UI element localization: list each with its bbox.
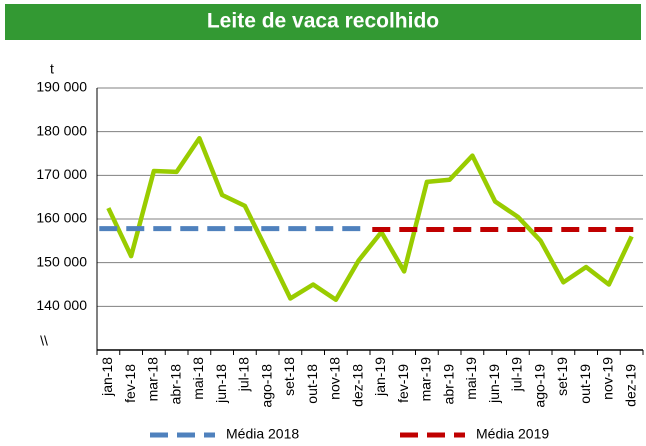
x-tick-label: abr-18 bbox=[167, 364, 183, 405]
x-tick-label: jan-18 bbox=[99, 357, 115, 397]
x-tick-label: mai-19 bbox=[463, 357, 479, 400]
legend-label: Média 2018 bbox=[226, 426, 299, 442]
x-tick-label: jun-18 bbox=[213, 364, 229, 404]
y-tick-label: 190 000 bbox=[36, 79, 87, 95]
y-axis-label: t bbox=[50, 61, 54, 77]
x-tick-label: mar-19 bbox=[418, 357, 434, 402]
x-tick-label: fev-19 bbox=[395, 364, 411, 403]
y-tick-label: 140 000 bbox=[36, 297, 87, 313]
y-tick-label: 180 000 bbox=[36, 122, 87, 138]
x-tick-label: jul-18 bbox=[236, 357, 252, 392]
axis-break: \\ bbox=[40, 333, 48, 349]
x-tick-label: ago-19 bbox=[531, 364, 547, 408]
x-tick-label: mai-18 bbox=[190, 357, 206, 400]
legend-label: Média 2019 bbox=[476, 426, 549, 442]
x-tick-label: jan-19 bbox=[372, 357, 388, 397]
x-tick-label: nov-19 bbox=[600, 357, 616, 400]
x-tick-label: set-18 bbox=[281, 357, 297, 396]
x-tick-label: mar-18 bbox=[145, 357, 161, 402]
title-bar bbox=[5, 4, 641, 40]
x-tick-label: out-18 bbox=[304, 364, 320, 404]
data-line bbox=[106, 135, 634, 303]
x-tick-label: ago-18 bbox=[258, 364, 274, 408]
y-tick-label: 160 000 bbox=[36, 210, 87, 226]
chart-title: Leite de vaca recolhido bbox=[207, 10, 439, 33]
x-tick-label: dez-19 bbox=[622, 364, 638, 407]
x-tick-label: set-19 bbox=[554, 357, 570, 396]
x-tick-label: nov-18 bbox=[327, 357, 343, 400]
x-tick-label: fev-18 bbox=[122, 364, 138, 403]
x-tick-label: jun-19 bbox=[486, 364, 502, 404]
y-tick-label: 170 000 bbox=[36, 166, 87, 182]
x-tick-label: jul-19 bbox=[509, 357, 525, 392]
x-tick-label: dez-18 bbox=[349, 364, 365, 407]
x-tick-label: abr-19 bbox=[440, 364, 456, 405]
x-tick-label: out-19 bbox=[577, 364, 593, 404]
y-tick-label: 150 000 bbox=[36, 253, 87, 269]
